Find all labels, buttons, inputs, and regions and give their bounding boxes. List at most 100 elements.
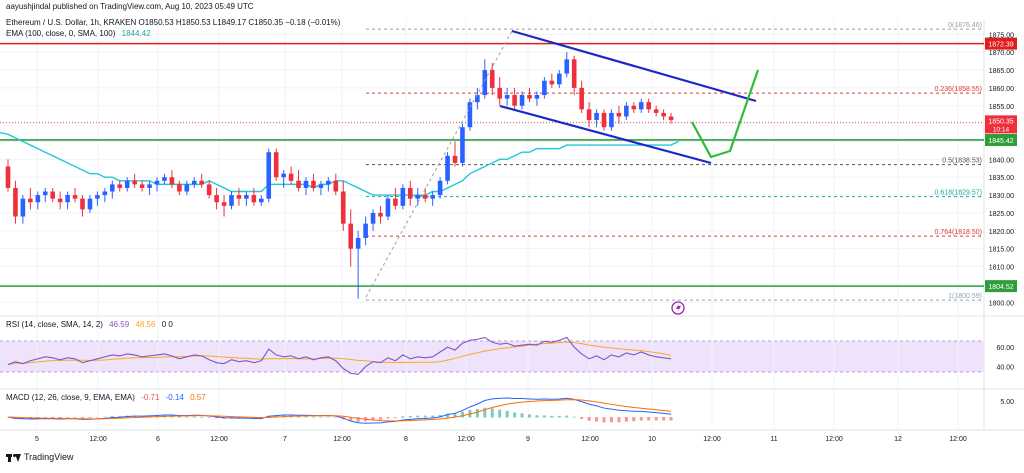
candle (221, 202, 227, 206)
macd-histogram-bar (326, 416, 330, 418)
macd-legend-signal: -0.14 (165, 393, 184, 402)
macd-histogram-bar (401, 416, 405, 418)
channel-upper-line[interactable] (511, 29, 757, 103)
candle (437, 180, 443, 196)
candle (318, 184, 324, 188)
macd-histogram-bar (505, 410, 509, 418)
candle (624, 105, 629, 117)
macd-histogram-bar (632, 417, 636, 422)
macd-legend[interactable]: MACD (12, 26, close, 9, EMA, EMA) -0.71 … (6, 393, 206, 402)
candle (452, 155, 458, 163)
macd-histogram-bar (460, 411, 464, 418)
y-tick-label: 1855.00 (989, 104, 1014, 111)
candle (20, 198, 26, 217)
candle (631, 105, 637, 110)
candle (259, 198, 264, 203)
rsi-tick-label: 60.00 (996, 345, 1014, 352)
rsi-legend-extra: 0 0 (161, 320, 173, 329)
candle (475, 95, 480, 103)
macd-histogram-bar (431, 415, 435, 418)
macd-legend-title: MACD (12, 26, close, 9, EMA, EMA) (6, 393, 135, 402)
candle (199, 180, 204, 185)
candle (519, 95, 525, 106)
macd-tick-label: 5.00 (1000, 399, 1014, 406)
macd-histogram-bar (356, 417, 360, 422)
x-tick-label: 11 (770, 436, 777, 443)
candle (482, 70, 488, 96)
candle (28, 198, 33, 203)
y-tick-label: 1810.00 (989, 265, 1014, 272)
macd-histogram-bar (319, 416, 323, 418)
macd-histogram-bar (535, 415, 539, 418)
macd-histogram-bar (177, 416, 181, 418)
channel-lower-line[interactable] (499, 104, 712, 165)
candle (184, 184, 190, 192)
rsi-legend[interactable]: RSI (14, close, SMA, 14, 2) 46.59 48.56 … (6, 320, 173, 329)
candle (72, 195, 78, 199)
y-tick-label: 1865.00 (989, 68, 1014, 75)
candle (594, 112, 599, 121)
candle (400, 187, 406, 206)
price-tag (985, 37, 1017, 50)
price-tag (985, 280, 1017, 293)
macd-histogram-bar (647, 417, 651, 421)
x-tick-label: 10 (648, 436, 656, 443)
macd-histogram-bar (528, 414, 531, 418)
price-tag-label: 1872.39 (988, 42, 1013, 49)
candle (191, 180, 197, 185)
fib-level-label: 0(1876.46) (948, 22, 982, 29)
header-published: aayushjindal published on TradingView.co… (6, 2, 254, 11)
macd-histogram-bar (483, 407, 487, 418)
candle (564, 59, 570, 74)
ema-legend[interactable]: EMA (100, close, 0, SMA, 100) 1844.42 (6, 29, 151, 38)
candle (50, 191, 55, 199)
macd-histogram-bar (408, 415, 412, 418)
candle (110, 184, 115, 192)
candle (87, 198, 93, 210)
macd-histogram-bar (498, 409, 502, 418)
projection-path[interactable] (691, 69, 760, 159)
bolt-icon[interactable] (671, 301, 685, 315)
macd-histogram-bar (304, 416, 308, 418)
macd-histogram-bar (393, 417, 397, 418)
candle (154, 180, 160, 185)
x-tick-label: 7 (283, 436, 287, 443)
candle (124, 180, 130, 188)
candle (504, 95, 510, 99)
candle (512, 95, 517, 106)
candle (422, 195, 428, 199)
candle (638, 102, 644, 110)
macd-histogram-bar (140, 415, 144, 418)
candle (609, 112, 614, 128)
header-symbol-line[interactable]: Ethereum / U.S. Dollar, 1h, KRAKEN O1850… (6, 18, 341, 27)
candle (460, 127, 465, 163)
x-tick-label: 9 (526, 436, 530, 443)
candle (5, 166, 11, 188)
fib-level-label: 0.618(1829.57) (935, 190, 982, 197)
footer-brand[interactable]: TradingView (6, 452, 74, 462)
candle (363, 223, 368, 238)
macd-histogram-bar (587, 417, 591, 421)
x-tick-label: 8 (404, 436, 408, 443)
candle (311, 180, 316, 188)
macd-histogram-bar (520, 413, 524, 418)
macd-histogram-bar (617, 417, 621, 423)
candle (534, 95, 540, 99)
macd-signal-line (7, 399, 672, 422)
macd-histogram-bar (475, 408, 479, 418)
candle (296, 180, 301, 188)
fib-diagonal-line[interactable] (365, 30, 513, 298)
candle (393, 198, 398, 206)
price-tag-label: 1845.42 (988, 138, 1013, 145)
candle (169, 177, 175, 185)
candle (251, 195, 257, 203)
candle (571, 59, 577, 88)
macd-histogram-bar (624, 417, 628, 422)
footer-brand-label: TradingView (24, 452, 74, 462)
candle (229, 195, 234, 206)
candle (668, 116, 674, 121)
candle (348, 223, 353, 249)
candle (139, 184, 145, 188)
candle (653, 109, 659, 113)
